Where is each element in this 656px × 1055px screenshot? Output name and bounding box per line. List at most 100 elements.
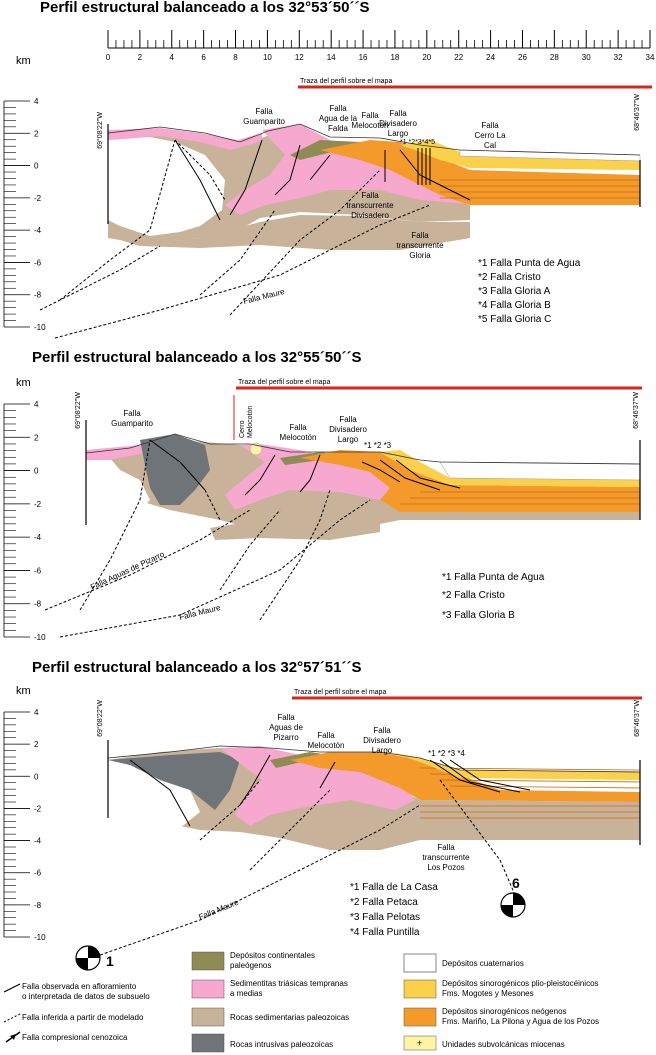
p3-note-4: *4 Falla Puntilla	[350, 927, 420, 938]
depth-tick-label: -2	[34, 804, 42, 813]
p1-label-meloc-1: Falla	[361, 111, 379, 120]
legend-intrusive: Rocas intrusivas paleozoicas	[230, 1040, 333, 1049]
legend-triassic-2: a medias	[230, 989, 262, 998]
scale-tick-label: 6	[201, 53, 206, 62]
depth-tick-label: 0	[34, 772, 39, 781]
depth-tick-label: -8	[34, 600, 42, 609]
p3-label-div-1: Falla	[373, 726, 391, 735]
p1-label-agua-2: Agua de la	[319, 114, 358, 123]
legend-paleogene-swatch	[191, 951, 225, 971]
profile-2-coord-west: 69°08'22''W	[74, 392, 82, 429]
p2-label-cerro-2: Melocotón	[247, 406, 254, 438]
legend-fault-observed-1: Falla observada en afloramiento	[22, 982, 137, 991]
p3-label-meloc-1: Falla	[317, 731, 335, 740]
scale-tick-label: 10	[263, 53, 272, 62]
p3-label-aguas-1: Falla	[277, 713, 295, 722]
focal-mechanism-1-label: 1	[106, 953, 114, 969]
scale-tick-label: 2	[138, 53, 143, 62]
scale-tick-label: 26	[518, 53, 527, 62]
depth-tick-label: -10	[34, 933, 46, 942]
depth-tick-label: -10	[34, 323, 46, 332]
p2-note-3: *3 Falla Gloria B	[442, 610, 515, 621]
legend-neogene-2: Fms. Mariño, La Pilona y Agua de los Poz…	[442, 1017, 599, 1026]
depth-tick-label: -6	[34, 258, 42, 267]
p2-label-guam-2: Guamparito	[111, 419, 153, 428]
profile-1-section	[39, 123, 641, 339]
profile-2-unit: km	[16, 377, 31, 389]
profile-3-title: Perfil estructural balanceado a los 32°5…	[32, 659, 361, 676]
p1-label-cal-3: Cal	[484, 141, 496, 150]
scale-tick-label: 8	[233, 53, 238, 62]
scale-tick-label: 16	[359, 53, 368, 62]
p1-note-5: *5 Falla Gloria C	[478, 314, 551, 325]
p3-label-div-2: Divisadero	[363, 736, 401, 745]
legend-fault-inferred: Falla inferida a partir de modelado	[22, 1013, 144, 1022]
depth-tick-label: 2	[34, 740, 39, 749]
depth-tick-label: -4	[34, 533, 42, 542]
scale-tick-label: 20	[422, 53, 431, 62]
p1-label-agua-3: Falda	[328, 124, 349, 133]
depth-tick-label: 0	[34, 162, 39, 171]
scale-tick-label: 14	[327, 53, 336, 62]
depth-tick-label: 4	[34, 97, 39, 106]
legend-neogene-1: Depósitos sinorogénicos neógenos	[442, 1007, 567, 1016]
p2-label-div-2: Divisadero	[329, 425, 367, 434]
profile-1-coord-east: 68°46'37''W	[633, 94, 641, 131]
legend-pliopleisto-1: Depósitos sinorogénicos plio-pleistocéin…	[442, 979, 599, 988]
profile-3-coord-west: 69°08'22''W	[96, 700, 104, 737]
legend-paleozoic-sed-swatch	[191, 1007, 225, 1027]
p3-label-meloc-2: Melocotón	[308, 741, 345, 750]
legend-pliopleisto-2: Fms. Mogotes y Mesones	[442, 989, 534, 998]
depth-tick-label: -4	[34, 837, 42, 846]
p1-label-agua-1: Falla	[329, 104, 347, 113]
profile-2-title: Perfil estructural balanceado a los 32°5…	[32, 349, 361, 366]
p1-label-trd-1: Falla	[361, 191, 379, 200]
p2-note-1: *1 Falla Punta de Agua	[442, 572, 545, 583]
p1-note-3: *3 Falla Gloria A	[478, 286, 551, 297]
p3-stars: *1 *2 *3 *4	[428, 749, 465, 758]
depth-tick-label: 2	[34, 129, 39, 138]
legend-fault-cenozoic-icon	[5, 1031, 21, 1043]
scale-tick-label: 28	[550, 53, 559, 62]
focal-mechanism-6-icon: 6	[500, 875, 526, 918]
legend-neogene-swatch	[403, 1007, 437, 1027]
depth-tick-label: -6	[34, 566, 42, 575]
p1-label-meloc-2: Melocotón	[352, 121, 389, 130]
p2-note-2: *2 Falla Cristo	[442, 590, 505, 601]
p2-label-aguas-pizarro: Falla Aguas de Pizarro	[89, 549, 166, 591]
profile-2-notes: *1 Falla Punta de Agua *2 Falla Cristo *…	[442, 572, 545, 621]
scale-tick-label: 0	[106, 53, 111, 62]
p3-label-pozos-3: Los Pozos	[427, 863, 464, 872]
depth-tick-label: 0	[34, 467, 39, 476]
scale-unit: km	[16, 55, 31, 67]
p1-label-div-1: Falla	[389, 109, 407, 118]
p2-stars: *1 *2 *3	[364, 441, 392, 450]
p2-label-maure: Falla Maure	[178, 603, 222, 622]
p1-label-trg-2: transcurrente	[396, 241, 444, 250]
p3-note-1: *1 Falla de La Casa	[350, 882, 438, 893]
p2-label-cerro-1: Cerro	[239, 420, 246, 438]
depth-tick-label: 2	[34, 433, 39, 442]
p2-label-div-1: Falla	[339, 415, 357, 424]
p3-label-pozos-2: transcurrente	[422, 853, 470, 862]
legend-pliopleisto-swatch	[403, 979, 437, 999]
depth-tick-label: -2	[34, 194, 42, 203]
p3-note-3: *3 Falla Pelotas	[350, 912, 420, 923]
profile-3-unit: km	[16, 685, 31, 697]
p2-label-guam-1: Falla	[123, 409, 141, 418]
depth-tick-label: -6	[34, 869, 42, 878]
focal-mechanism-1-icon: 1	[75, 945, 114, 971]
p1-label-guamparito-1: Falla	[255, 107, 273, 116]
p3-label-aguas-3: Pizarro	[273, 733, 299, 742]
scale-tick-label: 18	[390, 53, 399, 62]
profile-3-section	[99, 740, 641, 956]
depth-tick-label: 4	[34, 400, 39, 409]
p2-label-meloc-1: Falla	[289, 423, 307, 432]
legend: Falla observada en afloramiento o interp…	[3, 951, 599, 1053]
p3-label-aguas-2: Aguas de	[269, 723, 303, 732]
scale-tick-label: 12	[295, 53, 304, 62]
legend-quaternary: Depósitos cuaternarios	[442, 959, 524, 968]
p1-label-div-3: Largo	[388, 129, 409, 138]
depth-tick-label: -4	[34, 226, 42, 235]
